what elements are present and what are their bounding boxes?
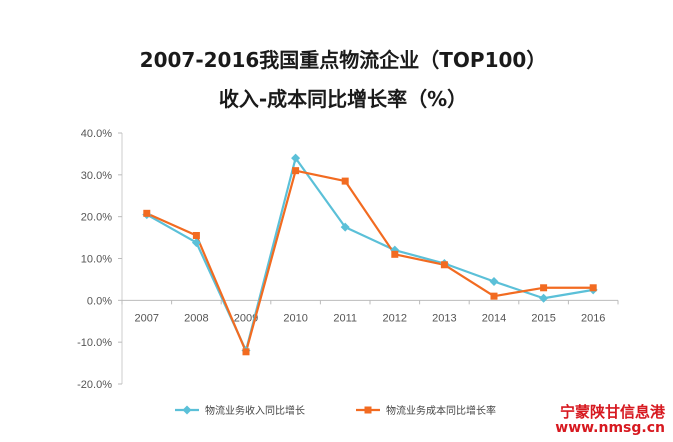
data-point	[490, 292, 498, 300]
data-point	[539, 293, 549, 303]
chart-axes: 40.0% 30.0% 20.0% 10.0% 0.0% -10.0% -20.0% 2007…	[77, 128, 619, 391]
data-point	[191, 238, 201, 248]
data-point	[192, 231, 200, 239]
x-tick-label: 2012	[383, 312, 407, 324]
y-tick-label: 40.0%	[81, 128, 112, 140]
chart-series	[142, 153, 598, 356]
y-tick-label: 0.0%	[87, 295, 112, 307]
data-point	[589, 284, 597, 292]
data-point	[291, 153, 301, 163]
x-tick-label: 2009	[234, 312, 258, 324]
data-point	[340, 222, 350, 232]
legend-marker-2	[364, 406, 372, 414]
watermark-url: www.nmsg.cn	[555, 420, 665, 436]
data-point	[242, 348, 250, 356]
chart-legend: 物流业务收入同比增长 物流业务成本同比增长率	[175, 404, 496, 417]
x-tick-label: 2010	[283, 312, 307, 324]
y-tick-label: 20.0%	[81, 212, 112, 224]
data-point	[341, 177, 349, 185]
chart-subtitle: 收入-成本同比增长率（%）	[219, 87, 467, 111]
x-tick-label: 2015	[531, 312, 555, 324]
x-tick-label: 2014	[482, 312, 506, 324]
x-tick-label: 2008	[184, 312, 208, 324]
watermark-site-name: 宁蒙陕甘信息港	[559, 403, 665, 421]
data-point	[292, 167, 300, 175]
data-point	[440, 261, 448, 269]
data-point	[143, 209, 151, 217]
series-line-1	[146, 157, 594, 352]
x-tick-label: 2013	[432, 312, 456, 324]
legend-marker-1	[182, 405, 192, 415]
legend-label-2: 物流业务成本同比增长率	[386, 404, 496, 417]
y-tick-label: -10.0%	[77, 337, 112, 349]
x-tick-label: 2007	[135, 312, 159, 324]
y-tick-label: 10.0%	[81, 254, 112, 266]
chart-title: 2007-2016我国重点物流企业（TOP100）	[140, 48, 547, 72]
data-point	[391, 250, 399, 258]
y-tick-label: -20.0%	[77, 379, 112, 391]
series-line-2	[146, 169, 594, 353]
x-tick-label: 2016	[581, 312, 605, 324]
data-point	[489, 277, 499, 287]
legend-label-1: 物流业务收入同比增长	[205, 404, 305, 417]
x-tick-label: 2011	[333, 312, 357, 324]
y-tick-label: 30.0%	[81, 170, 112, 182]
data-point	[540, 284, 548, 292]
